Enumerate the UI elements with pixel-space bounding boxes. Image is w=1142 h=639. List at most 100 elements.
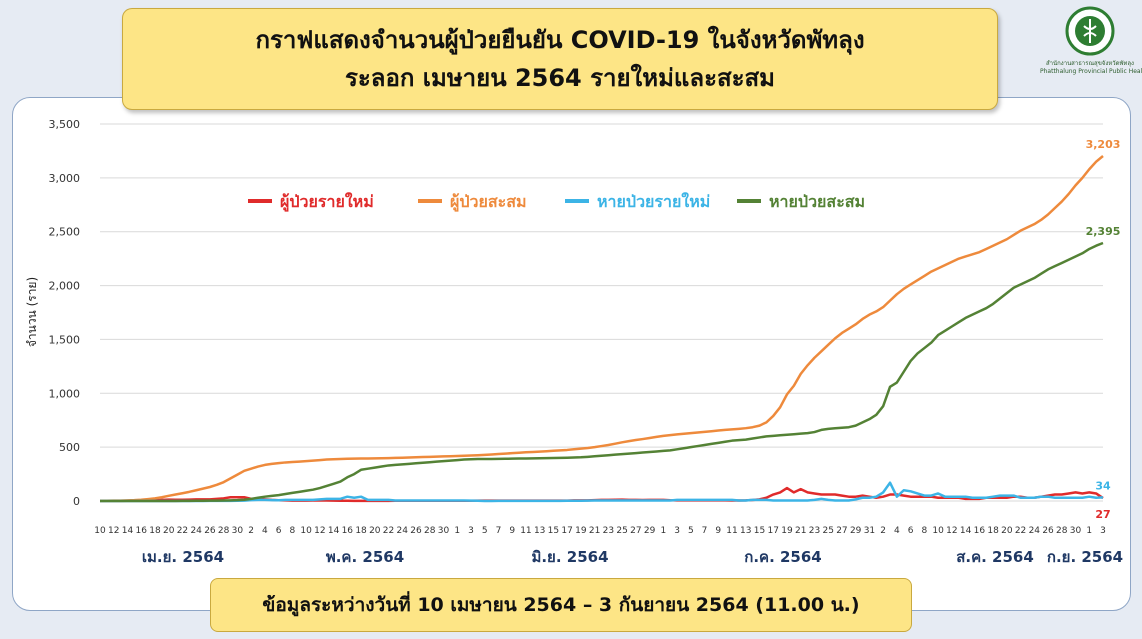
month-label: มิ.ย. 2564: [531, 548, 608, 566]
x-tick-label: 24: [190, 526, 202, 536]
value-label: 2,395: [1086, 225, 1121, 238]
x-tick-label: 13: [740, 526, 751, 536]
x-tick-label: 13: [534, 526, 545, 536]
y-tick-label: 0: [73, 495, 80, 508]
legend-label: ผู้ป่วยรายใหม่: [280, 192, 374, 213]
x-tick-label: 16: [135, 526, 147, 536]
x-tick-label: 15: [548, 526, 559, 536]
x-tick-label: 17: [768, 526, 779, 536]
title-box: กราฟแสดงจำนวนผู้ป่วยยืนยัน COVID-19 ในจั…: [122, 8, 998, 110]
x-tick-label: 2: [248, 526, 254, 536]
x-tick-label: 26: [410, 526, 422, 536]
x-tick-label: 8: [922, 526, 928, 536]
x-tick-label: 16: [974, 526, 986, 536]
x-tick-label: 15: [754, 526, 765, 536]
x-tick-label: 30: [1070, 526, 1082, 536]
y-tick-label: 3,000: [49, 172, 81, 185]
x-tick-label: 30: [232, 526, 244, 536]
x-tick-label: 3: [1100, 526, 1106, 536]
legend-label: หายป่วยรายใหม่: [597, 192, 710, 211]
title-line: กราฟแสดงจำนวนผู้ป่วยยืนยัน COVID-19 ในจั…: [255, 26, 865, 54]
x-tick-label: 22: [383, 526, 394, 536]
y-axis-title: จำนวน (ราย): [25, 277, 39, 347]
logo-text: สำนักงานสาธารณสุขจังหวัดพัทลุง: [1046, 60, 1134, 67]
x-tick-label: 11: [726, 526, 737, 536]
x-tick-label: 25: [616, 526, 627, 536]
x-tick-label: 28: [424, 526, 436, 536]
x-tick-label: 4: [262, 526, 268, 536]
x-tick-label: 18: [149, 526, 161, 536]
footer: ข้อมูลระหว่างวันที่ 10 เมษายน 2564 – 3 ก…: [210, 578, 912, 632]
chart-card: [12, 97, 1131, 611]
x-tick-label: 26: [1042, 526, 1054, 536]
x-tick-label: 20: [163, 526, 175, 536]
month-label: ก.ย. 2564: [1047, 548, 1123, 566]
series-line: [100, 481, 1104, 503]
x-tick-label: 31: [864, 526, 875, 536]
logo: สำนักงานสาธารณสุขจังหวัดพัทลุง Phatthalu…: [1040, 6, 1142, 76]
x-tick-label: 11: [520, 526, 531, 536]
month-label: เม.ย. 2564: [142, 548, 224, 566]
x-tick-label: 5: [482, 526, 488, 536]
logo-emblem: [1065, 6, 1115, 56]
x-tick-label: 28: [218, 526, 230, 536]
x-tick-label: 26: [204, 526, 216, 536]
series-line: [99, 155, 1104, 503]
x-tick-label: 22: [177, 526, 188, 536]
x-tick-label: 27: [836, 526, 847, 536]
x-tick-label: 21: [795, 526, 806, 536]
x-tick-label: 10: [94, 526, 106, 536]
x-tick-label: 14: [328, 526, 340, 536]
x-tick-label: 17: [561, 526, 572, 536]
legend-label: ผู้ป่วยสะสม: [450, 192, 527, 213]
value-label: 34: [1095, 479, 1111, 492]
x-tick-label: 30: [438, 526, 450, 536]
x-tick-label: 14: [122, 526, 134, 536]
month-label: ก.ค. 2564: [744, 548, 821, 566]
y-tick-label: 2,000: [49, 280, 81, 293]
y-tick-label: 3,500: [49, 118, 81, 131]
x-tick-label: 9: [509, 526, 515, 536]
x-tick-label: 7: [702, 526, 708, 536]
x-tick-label: 16: [342, 526, 354, 536]
x-tick-label: 18: [987, 526, 999, 536]
value-label: 3,203: [1086, 138, 1121, 151]
x-tick-label: 12: [314, 526, 325, 536]
x-tick-label: 14: [960, 526, 972, 536]
month-label: ส.ค. 2564: [956, 548, 1034, 566]
series-line: [100, 241, 1104, 503]
x-tick-label: 1: [1086, 526, 1092, 536]
x-tick-label: 12: [108, 526, 119, 536]
x-tick-label: 5: [688, 526, 694, 536]
y-tick-label: 1,000: [49, 387, 81, 400]
x-tick-label: 28: [1056, 526, 1068, 536]
x-tick-label: 24: [397, 526, 409, 536]
x-tick-label: 4: [894, 526, 900, 536]
x-tick-label: 6: [276, 526, 282, 536]
title-line: ระลอก เมษายน 2564 รายใหม่และสะสม: [345, 64, 775, 92]
x-tick-label: 2: [880, 526, 886, 536]
x-tick-label: 23: [809, 526, 820, 536]
x-tick-label: 22: [1015, 526, 1026, 536]
x-tick-label: 25: [822, 526, 833, 536]
x-tick-label: 7: [496, 526, 502, 536]
x-tick-label: 3: [468, 526, 474, 536]
x-tick-label: 23: [603, 526, 614, 536]
x-tick-label: 1: [454, 526, 460, 536]
value-label: 27: [1095, 508, 1110, 521]
logo-text: Phatthalung Provincial Public Health Off…: [1040, 68, 1142, 75]
y-tick-label: 1,500: [49, 333, 81, 346]
y-tick-label: 500: [59, 441, 80, 454]
x-tick-label: 9: [715, 526, 721, 536]
x-tick-label: 20: [369, 526, 381, 536]
x-tick-label: 24: [1029, 526, 1041, 536]
y-tick-label: 2,500: [49, 226, 81, 239]
legend-label: หายป่วยสะสม: [769, 192, 865, 211]
x-tick-label: 29: [850, 526, 862, 536]
x-tick-label: 19: [781, 526, 793, 536]
x-tick-label: 19: [575, 526, 587, 536]
x-tick-label: 8: [289, 526, 295, 536]
x-tick-label: 18: [355, 526, 367, 536]
